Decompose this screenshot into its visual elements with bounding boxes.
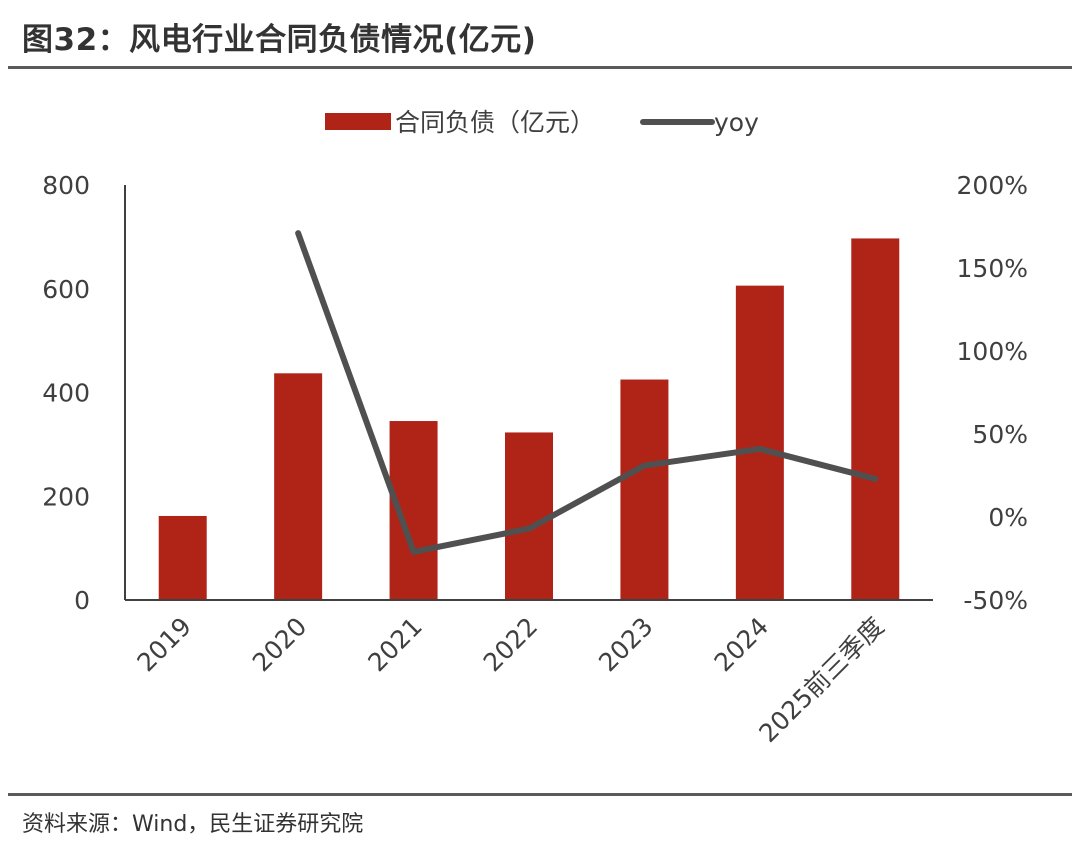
x-tick-label: 2023 <box>593 612 658 677</box>
bottom-rule <box>8 793 1072 796</box>
yoy-line <box>295 230 879 555</box>
x-tick-label: 2024 <box>709 612 774 677</box>
right-axis-ticks: -50% 0% 50% 100% 150% 200% <box>957 171 1028 615</box>
legend: 合同负债（亿元） yoy <box>325 108 759 137</box>
right-tick-label: 150% <box>957 254 1028 283</box>
left-axis-ticks: 0 200 400 600 800 <box>42 171 90 615</box>
bar-2024 <box>735 285 784 600</box>
bar-2020 <box>274 373 323 600</box>
x-tick-label: 2019 <box>131 612 196 677</box>
bar-series <box>158 238 900 600</box>
left-tick-label: 0 <box>74 586 90 615</box>
bar-2023 <box>620 379 669 600</box>
yoy-line-series <box>295 230 879 555</box>
right-tick-label: 100% <box>957 337 1028 366</box>
right-tick-label: 50% <box>972 420 1028 449</box>
left-tick-label: 800 <box>42 171 90 200</box>
figure-title: 图32：风电行业合同负债情况(亿元) <box>22 22 537 58</box>
yoy-point-2024 <box>759 448 761 450</box>
bar-2019 <box>158 515 207 600</box>
top-rule <box>8 66 1072 69</box>
legend-bar-label: 合同负债（亿元） <box>395 108 595 137</box>
left-tick-label: 600 <box>42 275 90 304</box>
yoy-point-2025前三季度 <box>874 478 876 480</box>
x-tick-label: 2022 <box>478 612 543 677</box>
right-tick-label: 200% <box>957 171 1028 200</box>
bar-2022 <box>505 432 553 600</box>
legend-line-label: yoy <box>714 108 759 137</box>
yoy-point-2023 <box>643 465 645 467</box>
yoy-point-2022 <box>528 528 530 530</box>
left-tick-label: 200 <box>42 482 90 511</box>
x-tick-label: 2020 <box>247 612 312 677</box>
source-note: 资料来源：Wind，民生证券研究院 <box>22 812 364 837</box>
combo-chart: 合同负债（亿元） yoy 0 200 400 600 800 -50% 0% 50% 100%… <box>42 108 1028 748</box>
yoy-point-2020 <box>297 232 299 234</box>
legend-bar-swatch <box>325 113 391 130</box>
right-tick-label: -50% <box>963 586 1028 615</box>
axes <box>124 185 933 601</box>
left-tick-label: 400 <box>42 379 90 408</box>
bar-2025前三季度 <box>851 238 900 600</box>
x-tick-label: 2021 <box>362 612 427 677</box>
yoy-point-2021 <box>413 551 415 553</box>
right-tick-label: 0% <box>988 503 1028 532</box>
